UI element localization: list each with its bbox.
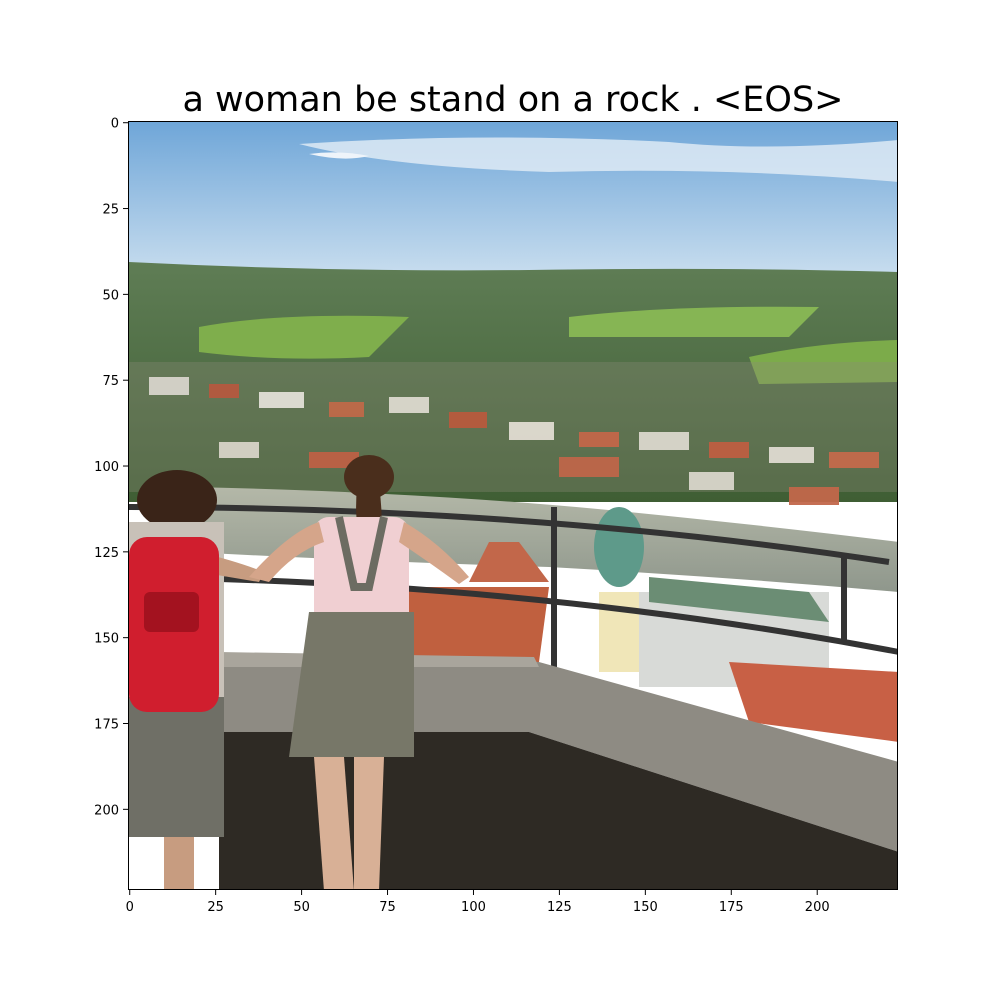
- y-tick-label: 25: [102, 203, 119, 218]
- x-tick-label: 0: [126, 900, 134, 915]
- x-tick-label: 100: [461, 900, 486, 915]
- x-tick-label: 75: [379, 900, 396, 915]
- image-axes: [128, 121, 898, 890]
- y-tick-label: 150: [94, 632, 119, 647]
- x-tick-label: 50: [293, 900, 310, 915]
- y-tick-label: 50: [102, 288, 119, 303]
- railing: [129, 504, 897, 667]
- figure-title: a woman be stand on a rock . <EOS>: [182, 80, 844, 120]
- y-tick-label: 125: [94, 546, 119, 561]
- y-tick-label: 0: [111, 117, 119, 132]
- x-tick-label: 200: [805, 900, 830, 915]
- x-tick-label: 25: [207, 900, 224, 915]
- woman-left: [129, 470, 264, 889]
- y-tick-label: 100: [94, 460, 119, 475]
- roof-left: [399, 587, 549, 662]
- woman-right: [249, 455, 469, 889]
- y-tick-label: 175: [94, 717, 119, 732]
- y-tick-label: 75: [102, 374, 119, 389]
- photo: [129, 122, 897, 889]
- x-tick-label: 150: [633, 900, 658, 915]
- x-tick-label: 175: [719, 900, 744, 915]
- y-tick-label: 200: [94, 803, 119, 818]
- town: [129, 362, 897, 505]
- x-tick-label: 125: [547, 900, 572, 915]
